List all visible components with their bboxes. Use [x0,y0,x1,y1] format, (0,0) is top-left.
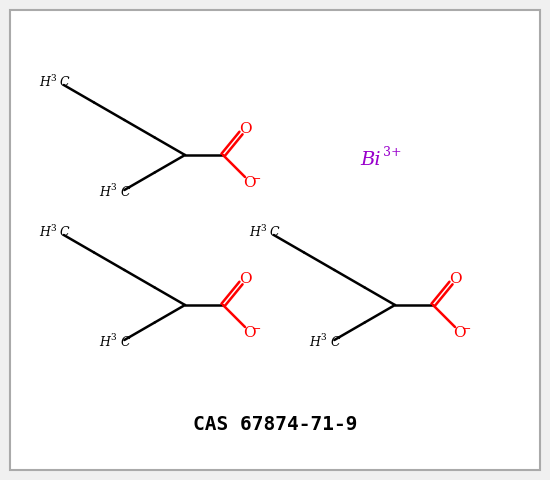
Text: −: − [252,324,262,334]
Text: H: H [310,336,321,348]
Text: O: O [239,122,251,136]
Text: O: O [243,176,255,190]
Text: H: H [39,227,50,240]
Text: 3: 3 [321,333,326,342]
Text: C: C [331,336,340,348]
Text: H: H [249,227,260,240]
Text: O: O [243,326,255,340]
Text: O: O [239,272,251,286]
Text: C: C [60,227,69,240]
Text: H: H [100,185,111,199]
Text: O: O [449,272,461,286]
Text: C: C [270,227,279,240]
Text: C: C [60,76,69,89]
Text: H: H [100,336,111,348]
Text: H: H [39,76,50,89]
Text: C: C [120,185,130,199]
Text: −: − [463,324,472,334]
Text: −: − [252,174,262,184]
Text: C: C [120,336,130,348]
Text: 3: 3 [50,74,56,83]
Text: 3: 3 [111,333,117,342]
Text: CAS 67874-71-9: CAS 67874-71-9 [192,416,358,434]
Text: 3: 3 [111,183,117,192]
Text: 3+: 3+ [383,145,402,158]
Text: 3: 3 [50,224,56,233]
Text: Bi: Bi [360,151,381,169]
Text: O: O [453,326,465,340]
Text: 3: 3 [260,224,266,233]
